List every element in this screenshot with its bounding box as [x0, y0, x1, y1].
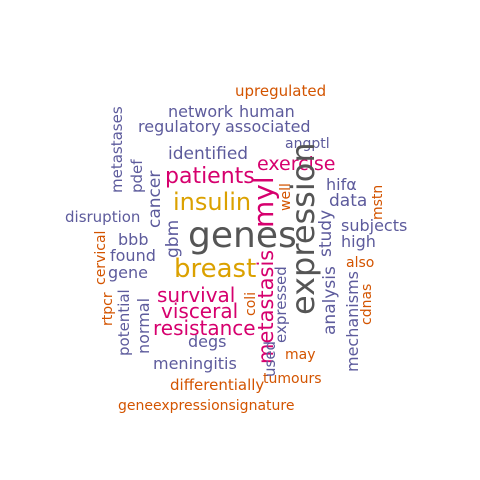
word-may: may — [285, 347, 316, 363]
word-normal: normal — [134, 297, 153, 354]
word-patients: patients — [165, 164, 255, 189]
word-mstn: mstn — [370, 184, 386, 220]
word-study: study — [316, 209, 336, 257]
word-regulatory: regulatory — [138, 117, 221, 136]
word-genes: genes — [188, 215, 297, 256]
word-analysis: analysis — [320, 266, 340, 335]
word-disruption: disruption — [65, 208, 141, 226]
word-bbb: bbb — [118, 230, 149, 249]
word-identified: identified — [168, 144, 249, 164]
word-gene: gene — [108, 263, 148, 282]
word-gbm: gbm — [163, 219, 183, 258]
word-coli: coli — [243, 291, 259, 316]
word-cervical: cervical — [93, 230, 109, 285]
word-human: human — [239, 102, 295, 121]
word-myl: myl — [247, 176, 280, 228]
word-potential: potential — [115, 289, 133, 356]
word-network: network — [168, 102, 233, 121]
word-rtpcr: rtpcr — [100, 292, 116, 326]
word-high: high — [341, 232, 376, 251]
word-differentially: differentially — [170, 376, 265, 394]
word-data: data — [329, 191, 368, 211]
word-insulin: insulin — [173, 188, 252, 216]
word-breast: breast — [174, 254, 257, 284]
word-angptl: angptl — [285, 136, 330, 152]
word-resistance: resistance — [153, 316, 256, 340]
word-meningitis: meningitis — [153, 354, 237, 373]
word-survival: survival — [157, 283, 236, 307]
word-metastases: metastases — [108, 106, 126, 193]
word-tumours: tumours — [263, 371, 322, 387]
word-visceral: visceral — [161, 299, 239, 323]
word-expressed: expressed — [272, 266, 290, 343]
word-cdnas: cdnas — [359, 283, 375, 325]
word-upregulated: upregulated — [235, 82, 327, 100]
word-also: also — [346, 255, 375, 271]
word-used: used — [261, 340, 279, 377]
word-associated: associated — [225, 117, 311, 136]
word-found: found — [110, 246, 156, 265]
word-degs: degs — [188, 332, 227, 351]
word-subjects: subjects — [341, 216, 408, 235]
word-cancer: cancer — [145, 170, 165, 228]
word-exercise: exercise — [257, 153, 336, 175]
word-geneexpressionsignature: geneexpressionsignature — [118, 398, 295, 414]
word-pdef: pdef — [128, 159, 146, 193]
word-expression: expression — [284, 142, 322, 315]
word-hifa: hifα — [326, 175, 357, 194]
